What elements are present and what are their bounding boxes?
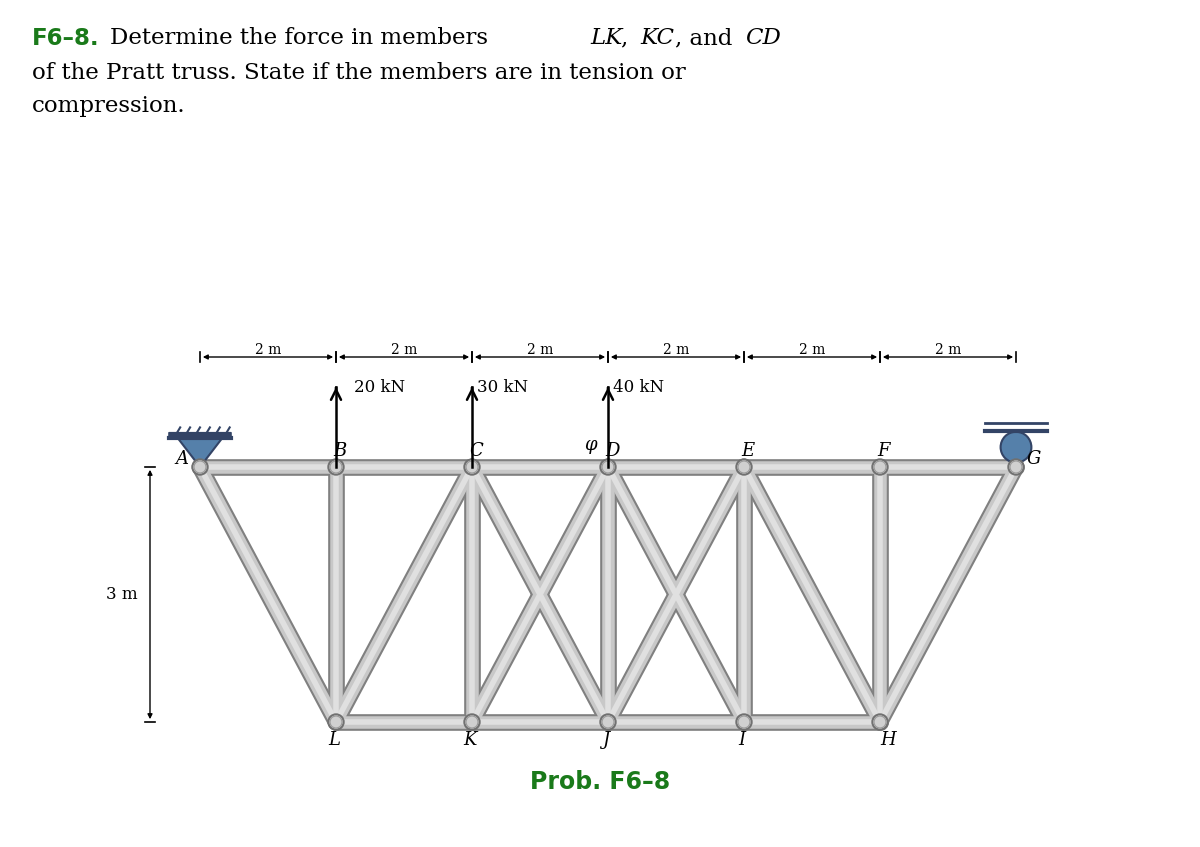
Text: 2 m: 2 m <box>391 343 418 357</box>
Text: φ: φ <box>583 436 596 454</box>
Circle shape <box>328 714 344 730</box>
Text: , and: , and <box>674 27 732 49</box>
Text: L: L <box>328 731 340 749</box>
Text: 40 kN: 40 kN <box>613 379 664 396</box>
Circle shape <box>736 459 752 475</box>
Circle shape <box>872 714 888 730</box>
Circle shape <box>330 716 342 728</box>
Circle shape <box>464 714 480 730</box>
Circle shape <box>738 716 750 728</box>
Text: 2 m: 2 m <box>935 343 961 357</box>
Circle shape <box>466 716 478 728</box>
Text: 2 m: 2 m <box>254 343 281 357</box>
Text: F: F <box>877 442 890 460</box>
Text: K: K <box>463 731 476 749</box>
Circle shape <box>602 716 614 728</box>
Text: D: D <box>605 442 619 460</box>
Text: I: I <box>738 731 745 749</box>
Text: C: C <box>469 442 482 460</box>
Circle shape <box>872 459 888 475</box>
Text: compression.: compression. <box>32 95 186 117</box>
Text: J: J <box>602 731 610 749</box>
Text: 2 m: 2 m <box>799 343 826 357</box>
Text: ,: , <box>620 27 628 49</box>
Circle shape <box>602 461 614 473</box>
Text: LK: LK <box>590 27 623 49</box>
Circle shape <box>328 459 344 475</box>
Circle shape <box>736 714 752 730</box>
Text: 30 kN: 30 kN <box>478 379 528 396</box>
Text: G: G <box>1027 450 1042 468</box>
Text: A: A <box>175 450 188 468</box>
Circle shape <box>466 461 478 473</box>
Text: 20 kN: 20 kN <box>354 379 406 396</box>
Circle shape <box>464 459 480 475</box>
Circle shape <box>330 461 342 473</box>
Polygon shape <box>178 439 222 467</box>
Circle shape <box>1001 432 1032 462</box>
Circle shape <box>738 461 750 473</box>
Circle shape <box>1010 461 1022 473</box>
Text: KC: KC <box>640 27 674 49</box>
Text: B: B <box>334 442 347 460</box>
Text: Prob. F6–8: Prob. F6–8 <box>530 770 670 794</box>
Circle shape <box>874 716 886 728</box>
Circle shape <box>600 459 616 475</box>
Text: E: E <box>742 442 755 460</box>
Text: H: H <box>880 731 896 749</box>
Circle shape <box>874 461 886 473</box>
Circle shape <box>1008 459 1024 475</box>
Text: F6–8.: F6–8. <box>32 27 100 50</box>
Text: of the Pratt truss. State if the members are in tension or: of the Pratt truss. State if the members… <box>32 62 685 84</box>
Text: 2 m: 2 m <box>662 343 689 357</box>
Circle shape <box>192 459 208 475</box>
Circle shape <box>194 461 206 473</box>
FancyBboxPatch shape <box>169 433 232 439</box>
Text: CD: CD <box>745 27 781 49</box>
Text: 3 m: 3 m <box>106 586 138 603</box>
Text: 2 m: 2 m <box>527 343 553 357</box>
Circle shape <box>600 714 616 730</box>
Text: Determine the force in members: Determine the force in members <box>110 27 496 49</box>
